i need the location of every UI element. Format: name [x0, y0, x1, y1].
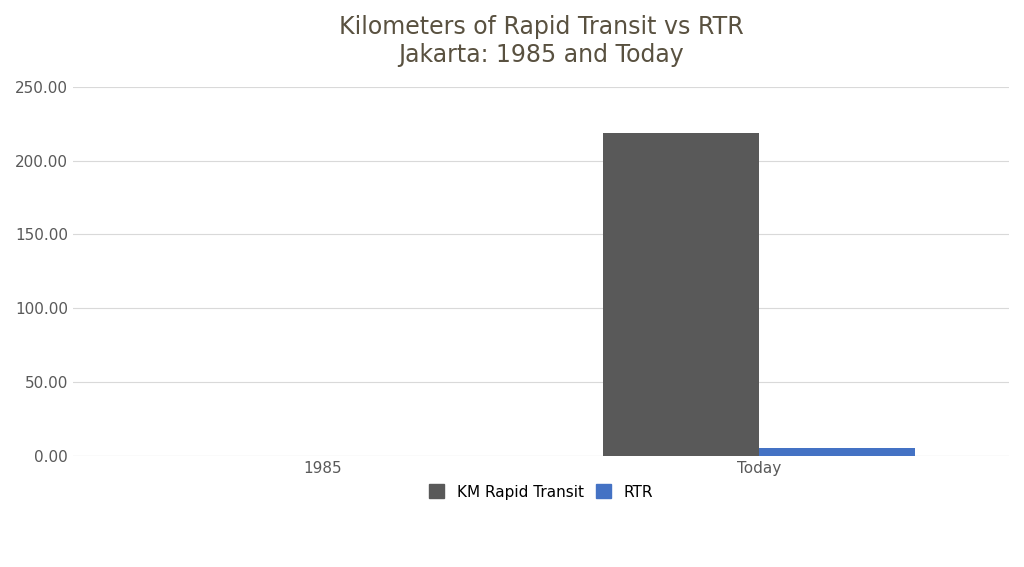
Title: Kilometers of Rapid Transit vs RTR
Jakarta: 1985 and Today: Kilometers of Rapid Transit vs RTR Jakar… — [339, 15, 743, 67]
Legend: KM Rapid Transit, RTR: KM Rapid Transit, RTR — [422, 477, 660, 507]
Bar — [760, 447, 915, 456]
Bar — [603, 133, 760, 456]
